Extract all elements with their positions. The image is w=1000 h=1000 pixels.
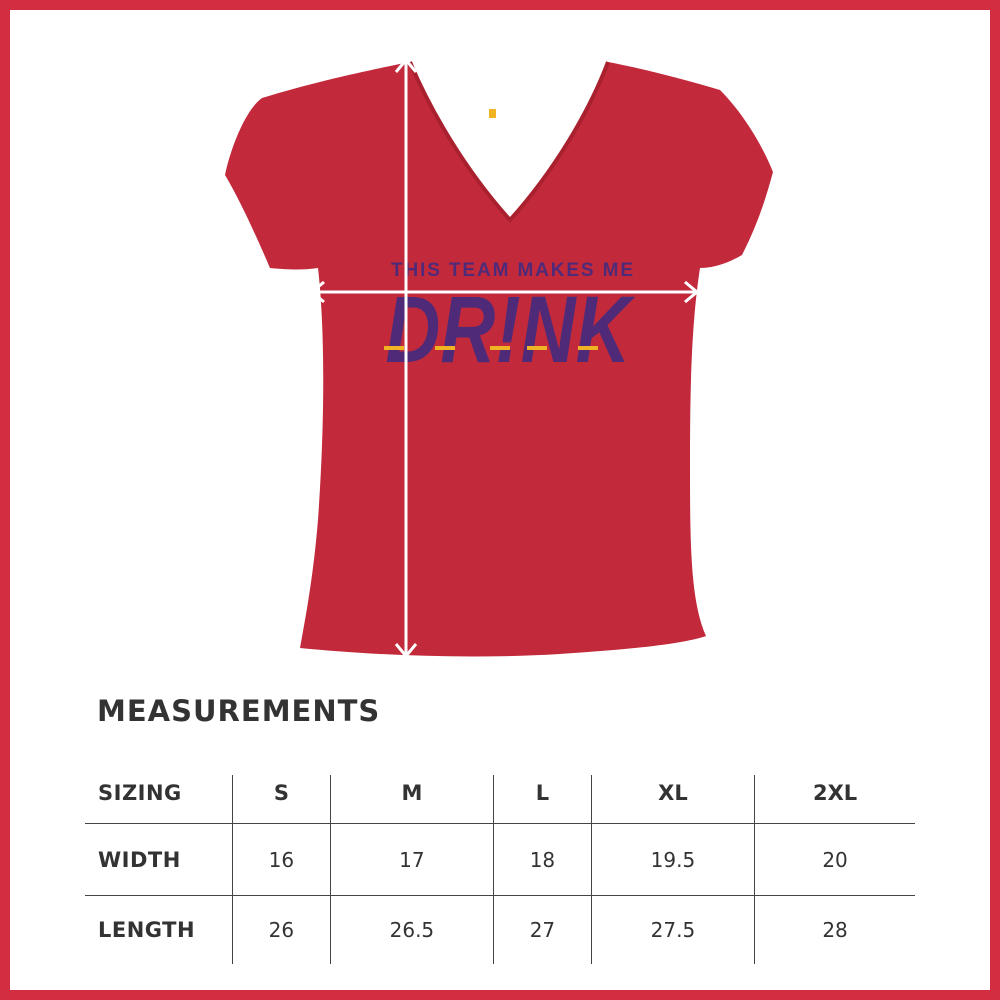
row-label: WIDTH	[85, 823, 233, 896]
neck-label: TeeHunt	[489, 109, 534, 120]
tshirt-collar	[408, 61, 610, 223]
cell: 18	[493, 823, 592, 896]
cell: 28	[754, 895, 915, 964]
cell: 26	[232, 895, 331, 964]
header-cell: SIZING	[98, 781, 182, 805]
header-cell: XL	[590, 775, 755, 824]
header-cell: M	[329, 775, 494, 824]
svg-text:TeeHunt: TeeHunt	[497, 111, 534, 120]
cell: 20	[754, 823, 915, 896]
print-line-1: THIS TEAM MAKES ME	[391, 260, 633, 281]
cell: 17	[329, 823, 494, 896]
measurements-title: MEASUREMENTS	[97, 694, 381, 728]
header-cell: L	[493, 775, 592, 824]
cell: 27.5	[590, 895, 755, 964]
cell: 26.5	[329, 895, 494, 964]
header-cell: S	[232, 775, 331, 824]
row-label: LENGTH	[85, 895, 233, 964]
table-header-row: SIZING S M L XL 2XL	[85, 775, 915, 824]
cell: 27	[493, 895, 592, 964]
size-chart-table: SIZING S M L XL 2XL WIDTH 16 17 18 19.5 …	[85, 775, 915, 964]
length-arrow	[394, 57, 418, 659]
print-line-2: DR!NK	[386, 277, 636, 383]
print-accent-stripes	[384, 346, 598, 350]
header-cell: 2XL	[754, 775, 915, 824]
cell: 19.5	[590, 823, 755, 896]
cell: 16	[232, 823, 331, 896]
tshirt-body	[225, 62, 773, 657]
table-row-length: LENGTH 26 26.5 27 27.5 28	[85, 895, 915, 964]
tshirt-image: TeeHunt THIS TEAM MAKES ME DR!NK	[225, 57, 773, 659]
width-arrow	[309, 280, 700, 304]
table-row-width: WIDTH 16 17 18 19.5 20	[85, 823, 915, 896]
